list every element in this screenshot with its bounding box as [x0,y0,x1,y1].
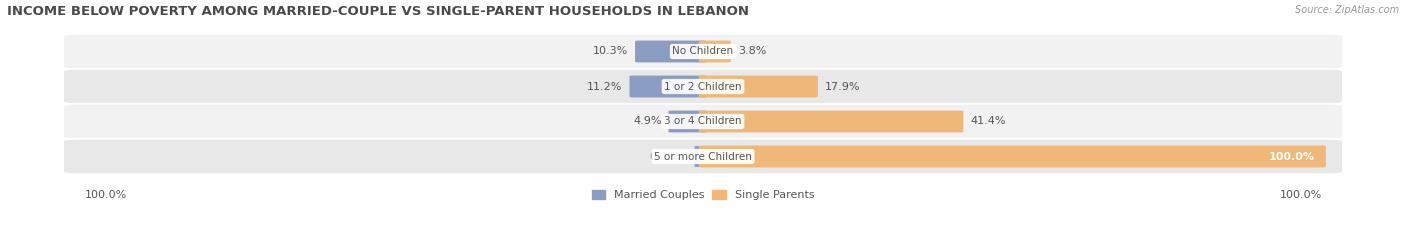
FancyBboxPatch shape [699,146,1326,168]
FancyBboxPatch shape [63,139,1343,174]
FancyBboxPatch shape [63,104,1343,139]
Legend: Married Couples, Single Parents: Married Couples, Single Parents [592,190,814,200]
Text: 3.8%: 3.8% [738,47,766,56]
Text: 100.0%: 100.0% [1279,190,1322,200]
FancyBboxPatch shape [695,146,704,167]
FancyBboxPatch shape [63,69,1343,104]
Text: INCOME BELOW POVERTY AMONG MARRIED-COUPLE VS SINGLE-PARENT HOUSEHOLDS IN LEBANON: INCOME BELOW POVERTY AMONG MARRIED-COUPL… [7,5,749,18]
FancyBboxPatch shape [630,75,707,97]
Text: Source: ZipAtlas.com: Source: ZipAtlas.com [1295,5,1399,15]
FancyBboxPatch shape [636,41,707,62]
FancyBboxPatch shape [699,111,963,132]
FancyBboxPatch shape [699,41,731,62]
Text: 17.9%: 17.9% [825,82,860,92]
Text: 5 or more Children: 5 or more Children [654,151,752,161]
Text: No Children: No Children [672,47,734,56]
FancyBboxPatch shape [63,34,1343,69]
Text: 4.9%: 4.9% [633,116,661,127]
FancyBboxPatch shape [699,75,818,97]
Text: 10.3%: 10.3% [593,47,628,56]
Text: 1 or 2 Children: 1 or 2 Children [664,82,742,92]
Text: 100.0%: 100.0% [84,190,127,200]
Text: 3 or 4 Children: 3 or 4 Children [664,116,742,127]
FancyBboxPatch shape [668,111,707,132]
Text: 100.0%: 100.0% [1268,151,1315,161]
Text: 0.0%: 0.0% [650,151,678,161]
Text: 11.2%: 11.2% [588,82,623,92]
Text: 41.4%: 41.4% [970,116,1005,127]
